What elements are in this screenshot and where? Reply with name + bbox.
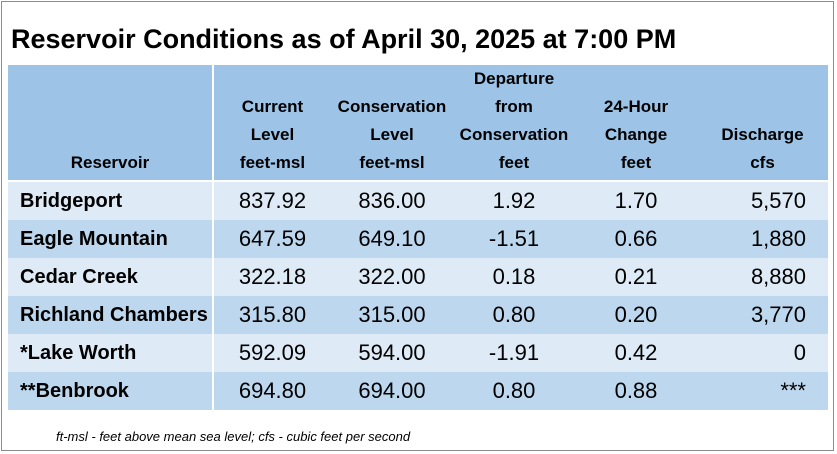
current-level: 837.92: [213, 181, 331, 220]
col-header-discharge: Discharge cfs: [697, 65, 828, 182]
reservoir-name: Richland Chambers: [8, 296, 214, 334]
header-line: Departure: [473, 69, 555, 88]
report-title: Reservoir Conditions as of April 30, 202…: [11, 24, 677, 54]
header-line: [12, 65, 208, 93]
header-line: Level: [370, 125, 414, 144]
departure: -1.51: [453, 220, 575, 258]
header-row: Reservoir Current Level feet-msl Conserv…: [8, 65, 828, 182]
change-24h: 1.70: [575, 181, 697, 220]
change-24h: 0.66: [575, 220, 697, 258]
header-line: from: [495, 97, 533, 116]
discharge: ***: [697, 372, 828, 410]
col-header-conservation-level: Conservation Level feet-msl: [331, 65, 453, 182]
conservation-level: 694.00: [331, 372, 453, 410]
conservation-level: 649.10: [331, 220, 453, 258]
current-level: 322.18: [213, 258, 331, 296]
discharge: 5,570: [697, 181, 828, 220]
header-line: Conservation: [459, 125, 569, 144]
conservation-level: 594.00: [331, 334, 453, 372]
header-line: feet: [498, 153, 530, 172]
discharge: 3,770: [697, 296, 828, 334]
table-row: Cedar Creek 322.18 322.00 0.18 0.21 8,88…: [8, 258, 828, 296]
header-line: [218, 65, 327, 93]
header-line: feet: [620, 153, 652, 172]
table-row: Eagle Mountain 647.59 649.10 -1.51 0.66 …: [8, 220, 828, 258]
discharge: 8,880: [697, 258, 828, 296]
header-line: [701, 93, 824, 121]
header-line: Change: [604, 125, 668, 144]
current-level: 592.09: [213, 334, 331, 372]
header-line: 24-Hour: [603, 97, 669, 116]
change-24h: 0.20: [575, 296, 697, 334]
current-level: 315.80: [213, 296, 331, 334]
conservation-level: 315.00: [331, 296, 453, 334]
footnote: ft-msl - feet above mean sea level; cfs …: [56, 429, 411, 444]
discharge: 0: [697, 334, 828, 372]
table-row: Richland Chambers 315.80 315.00 0.80 0.2…: [8, 296, 828, 334]
change-24h: 0.42: [575, 334, 697, 372]
col-header-current-level: Current Level feet-msl: [213, 65, 331, 182]
change-24h: 0.88: [575, 372, 697, 410]
departure: -1.91: [453, 334, 575, 372]
reservoir-name: **Benbrook: [8, 372, 214, 410]
header-line: [12, 93, 208, 121]
header-line: Level: [250, 125, 295, 144]
conservation-level: 322.00: [331, 258, 453, 296]
col-header-24hour-change: 24-Hour Change feet: [575, 65, 697, 182]
header-line: feet-msl: [239, 153, 306, 172]
conservation-level: 836.00: [331, 181, 453, 220]
header-line: [12, 121, 208, 149]
change-24h: 0.21: [575, 258, 697, 296]
header-line: feet-msl: [359, 153, 425, 172]
current-level: 694.80: [213, 372, 331, 410]
header-line: [701, 65, 824, 93]
reservoir-table: Reservoir Current Level feet-msl Conserv…: [8, 65, 828, 410]
departure: 1.92: [453, 181, 575, 220]
header-line: [335, 65, 449, 93]
current-level: 647.59: [213, 220, 331, 258]
table-row: *Lake Worth 592.09 594.00 -1.91 0.42 0: [8, 334, 828, 372]
col-header-departure: Departure from Conservation feet: [453, 65, 575, 182]
header-line: Conservation: [337, 97, 447, 116]
reservoir-name: Cedar Creek: [8, 258, 214, 296]
discharge: 1,880: [697, 220, 828, 258]
header-line: [579, 65, 693, 93]
departure: 0.18: [453, 258, 575, 296]
reservoir-name: Bridgeport: [8, 181, 214, 220]
departure: 0.80: [453, 296, 575, 334]
table-row: Bridgeport 837.92 836.00 1.92 1.70 5,570: [8, 181, 828, 220]
header-line: Reservoir: [70, 153, 150, 172]
table-row: **Benbrook 694.80 694.00 0.80 0.88 ***: [8, 372, 828, 410]
header-line: Current: [241, 97, 304, 116]
departure: 0.80: [453, 372, 575, 410]
reservoir-name: Eagle Mountain: [8, 220, 214, 258]
header-line: cfs: [750, 153, 775, 172]
header-line: Discharge: [721, 125, 804, 144]
reservoir-name: *Lake Worth: [8, 334, 214, 372]
col-header-reservoir: Reservoir: [8, 65, 214, 182]
